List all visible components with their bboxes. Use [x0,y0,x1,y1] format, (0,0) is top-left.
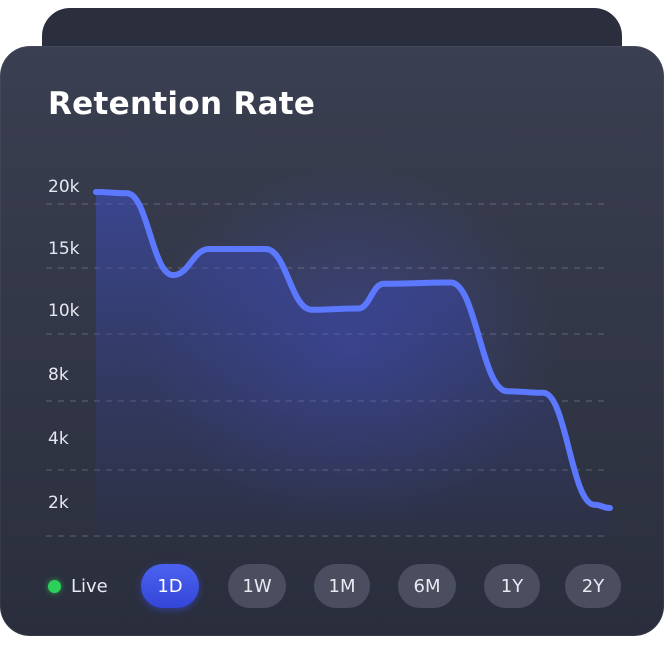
range-button-1y[interactable]: 1Y [484,564,540,608]
chart-series-line [93,189,613,511]
y-tick-label: 15k [48,239,80,259]
range-button-1w[interactable]: 1W [228,564,286,608]
retention-line-chart: 20k 15k 10k 8k 4k 2k [46,177,613,537]
y-tick-label: 20k [48,177,80,197]
range-button-6m[interactable]: 6M [398,564,456,608]
retention-card: Retention Rate 20k 15k 10k 8k 4k 2k Live 1D 1… [0,46,664,636]
card-title: Retention Rate [48,86,316,122]
range-button-1d[interactable]: 1D [141,564,199,608]
y-tick-label: 10k [48,301,80,321]
y-tick-label: 2k [48,493,69,513]
y-tick-label: 8k [48,365,69,385]
y-tick-label: 4k [48,429,69,449]
range-button-2y[interactable]: 2Y [565,564,621,608]
range-button-1m[interactable]: 1M [314,564,370,608]
chart-area-fill [96,192,610,536]
